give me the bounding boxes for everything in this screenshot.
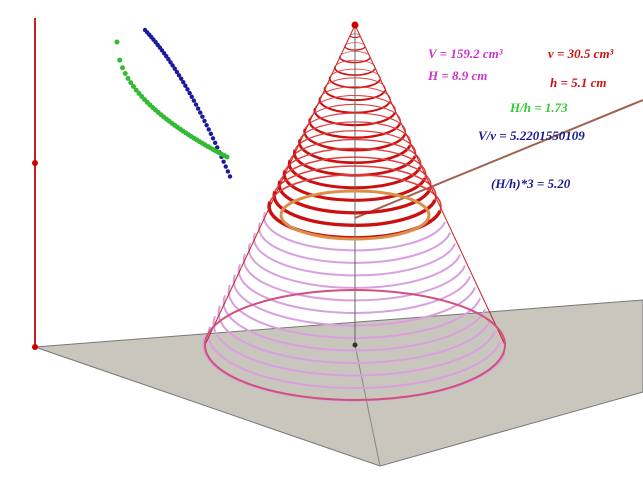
label-small-height: h = 5.1 cm bbox=[550, 75, 607, 90]
scene-3d: V = 159.2 cm³ v = 30.5 cm³ H = 8.9 cm h … bbox=[0, 0, 643, 503]
axis-point bbox=[32, 160, 38, 166]
apex-point bbox=[352, 22, 359, 29]
label-volume-ratio: V/v = 5.2201550109 bbox=[478, 128, 585, 143]
blue-trace-dot bbox=[207, 127, 211, 131]
blue-trace-dot bbox=[194, 102, 198, 106]
green-trace-dot bbox=[123, 71, 128, 76]
label-big-height: H = 8.9 cm bbox=[427, 68, 487, 83]
spiral-band bbox=[244, 254, 465, 301]
blue-trace-dot bbox=[228, 174, 232, 178]
label-small-volume: v = 30.5 cm³ bbox=[548, 46, 615, 61]
green-trace-dot bbox=[120, 65, 125, 70]
blue-trace-dot bbox=[202, 119, 206, 123]
blue-trace-dot bbox=[185, 87, 189, 91]
green-trace-dot bbox=[115, 40, 120, 45]
axis-point bbox=[32, 344, 38, 350]
blue-trace-dot bbox=[213, 141, 217, 145]
label-cubed-ratio: (H/h)*3 = 5.20 bbox=[491, 176, 571, 191]
trace-curves bbox=[115, 28, 233, 179]
blue-trace-dot bbox=[226, 169, 230, 173]
blue-trace-dot bbox=[204, 123, 208, 127]
blue-trace-dot bbox=[196, 106, 200, 110]
blue-trace-dot bbox=[190, 95, 194, 99]
blue-trace-dot bbox=[198, 110, 202, 114]
blue-trace-dot bbox=[187, 91, 191, 95]
label-big-volume: V = 159.2 cm³ bbox=[428, 46, 504, 61]
green-trace-dot bbox=[126, 76, 131, 81]
blue-trace-dot bbox=[192, 98, 196, 102]
blue-trace-dot bbox=[224, 164, 228, 168]
green-trace-dot bbox=[117, 58, 122, 63]
blue-trace-dot bbox=[200, 115, 204, 119]
green-trace-dot bbox=[225, 155, 230, 160]
label-height-ratio: H/h = 1.73 bbox=[509, 100, 568, 115]
blue-trace-dot bbox=[221, 159, 225, 163]
center-point bbox=[353, 343, 358, 348]
blue-trace-dot bbox=[209, 132, 213, 136]
blue-trace-dot bbox=[211, 136, 215, 140]
